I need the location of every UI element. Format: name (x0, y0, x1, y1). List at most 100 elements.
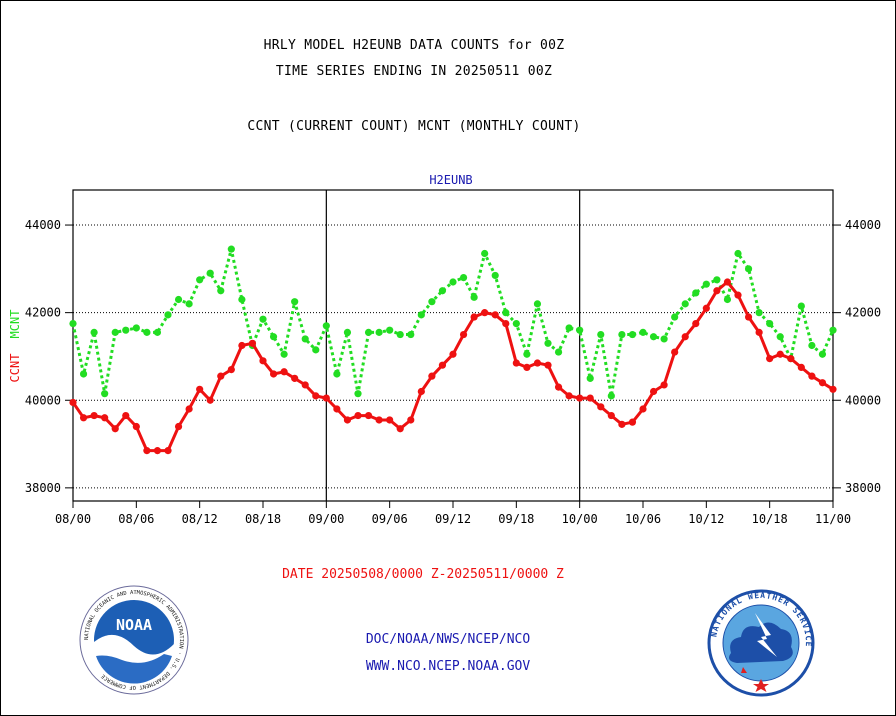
mcnt-point (734, 249, 742, 258)
ccnt-point (713, 287, 721, 295)
ccnt-point (396, 425, 404, 433)
mcnt-point (766, 319, 774, 328)
mcnt-point (449, 278, 457, 286)
x-tick-label: 08/06 (118, 512, 154, 526)
org-path-link[interactable]: DOC/NOAA/NWS/NCEP/NCO (365, 632, 531, 647)
ccnt-point (90, 411, 98, 420)
ccnt-point (766, 355, 774, 363)
ccnt-point (312, 392, 320, 400)
mcnt-point (164, 311, 172, 319)
y-tick-label-left: 42000 (25, 306, 61, 320)
ccnt-point (681, 333, 689, 341)
ccnt-point (639, 405, 647, 413)
mcnt-point (544, 339, 552, 347)
ccnt-point (607, 411, 615, 420)
mcnt-point (459, 274, 468, 282)
x-tick-label: 10/00 (562, 512, 598, 526)
ccnt-line (71, 280, 834, 453)
y-tick-label-left: 38000 (25, 481, 61, 495)
mcnt-point (639, 328, 647, 336)
mcnt-point (280, 350, 288, 358)
ccnt-point (565, 392, 573, 400)
x-tick-label: 09/12 (435, 512, 471, 526)
y-axis-label: CCNT MCNT (8, 310, 22, 383)
ccnt-point (755, 328, 763, 336)
ccnt-point (227, 365, 235, 374)
ccnt-point (69, 398, 77, 407)
mcnt-point (470, 293, 478, 301)
mcnt-point (238, 295, 246, 304)
ccnt-point (734, 291, 742, 299)
mcnt-point (354, 390, 362, 398)
ccnt-point (248, 339, 257, 347)
ccnt-point (164, 447, 172, 455)
mcnt-point (628, 330, 637, 339)
ccnt-point (776, 350, 784, 358)
mcnt-point (79, 370, 88, 378)
ccnt-point (132, 422, 140, 431)
ccnt-point (628, 418, 637, 426)
ccnt-point (101, 414, 109, 422)
ccnt-point (797, 363, 805, 372)
day-separators (325, 190, 581, 501)
ccnt-point (787, 355, 795, 363)
mcnt-point (829, 326, 837, 334)
ccnt-point (829, 385, 837, 393)
mcnt-point (681, 300, 689, 308)
mcnt-point (576, 326, 584, 334)
x-tick-label: 08/00 (55, 512, 91, 526)
x-tick-label: 10/06 (625, 512, 661, 526)
noaa-logo: NOAA NATIONAL OCEANIC AND ATMOSPHERIC AD… (79, 585, 189, 695)
mcnt-point (797, 302, 805, 310)
mcnt-point (808, 341, 816, 350)
mcnt-point (291, 298, 299, 306)
x-tick-label: 09/18 (498, 512, 534, 526)
ccnt-point (470, 313, 478, 321)
mcnt-point (407, 330, 415, 339)
ccnt-point (174, 422, 183, 431)
mcnt-point (618, 330, 626, 339)
ccnt-point (512, 359, 520, 367)
x-tick-label: 09/00 (308, 512, 344, 526)
mcnt-point (312, 346, 320, 354)
ccnt-point (343, 416, 352, 424)
x-tick-label: 09/06 (372, 512, 408, 526)
ccnt-point (417, 387, 425, 396)
ccnt-point (744, 313, 753, 321)
mcnt-point (713, 276, 721, 284)
mcnt-point (491, 271, 499, 280)
mcnt-point (301, 335, 309, 343)
ccnt-point (533, 359, 542, 367)
mcnt-point (523, 350, 531, 358)
ccnt-point (386, 416, 394, 424)
ccnt-point (185, 405, 193, 413)
header-line-1: HRLY MODEL H2EUNB DATA COUNTS for 00Z (263, 38, 565, 53)
ccnt-point (692, 319, 700, 328)
x-tick-label: 08/12 (182, 512, 218, 526)
ccnt-point (196, 385, 204, 393)
website-link[interactable]: WWW.NCO.NCEP.NOAA.GOV (365, 659, 531, 674)
ccnt-point (375, 416, 383, 424)
ccnt-point (143, 447, 151, 455)
y-axis-label-mcnt: MCNT (8, 310, 22, 339)
ccnt-point (649, 387, 658, 396)
x-tick-label: 10/12 (688, 512, 724, 526)
mcnt-point (818, 350, 827, 358)
x-tick-label: 11/00 (815, 512, 851, 526)
ccnt-point (407, 416, 415, 424)
ccnt-point (671, 348, 679, 356)
mcnt-point (554, 348, 563, 356)
mcnt-point (364, 328, 373, 336)
ccnt-point (322, 394, 330, 402)
mcnt-point (597, 330, 605, 339)
x-ticks: 08/00 08/06 08/12 08/18 09/00 09/06 09/12 09/18… (55, 501, 851, 526)
mcnt-point (660, 335, 668, 343)
plot-frame (72, 189, 834, 502)
ccnt-point (333, 405, 341, 413)
y-tick-label-right: 40000 (845, 393, 881, 407)
header-line-2: TIME SERIES ENDING IN 20250511 00Z (275, 64, 553, 79)
ccnt-point (502, 319, 510, 328)
header-line-3: CCNT (CURRENT COUNT) MCNT (MONTHLY COUNT… (247, 119, 581, 134)
mcnt-point (702, 280, 710, 288)
